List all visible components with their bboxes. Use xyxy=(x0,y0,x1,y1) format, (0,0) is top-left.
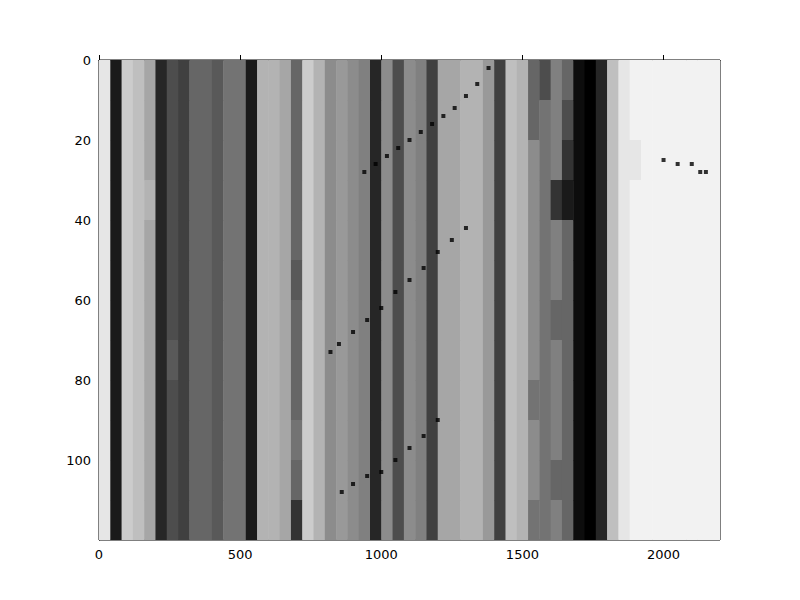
svg-text:0: 0 xyxy=(95,547,103,562)
svg-text:1500: 1500 xyxy=(506,547,539,562)
svg-text:1000: 1000 xyxy=(365,547,398,562)
svg-text:0: 0 xyxy=(83,53,91,68)
svg-text:500: 500 xyxy=(228,547,253,562)
svg-text:80: 80 xyxy=(74,373,91,388)
svg-text:20: 20 xyxy=(74,133,91,148)
svg-text:100: 100 xyxy=(66,453,91,468)
svg-text:60: 60 xyxy=(74,293,91,308)
svg-text:2000: 2000 xyxy=(647,547,680,562)
svg-text:40: 40 xyxy=(74,213,91,228)
